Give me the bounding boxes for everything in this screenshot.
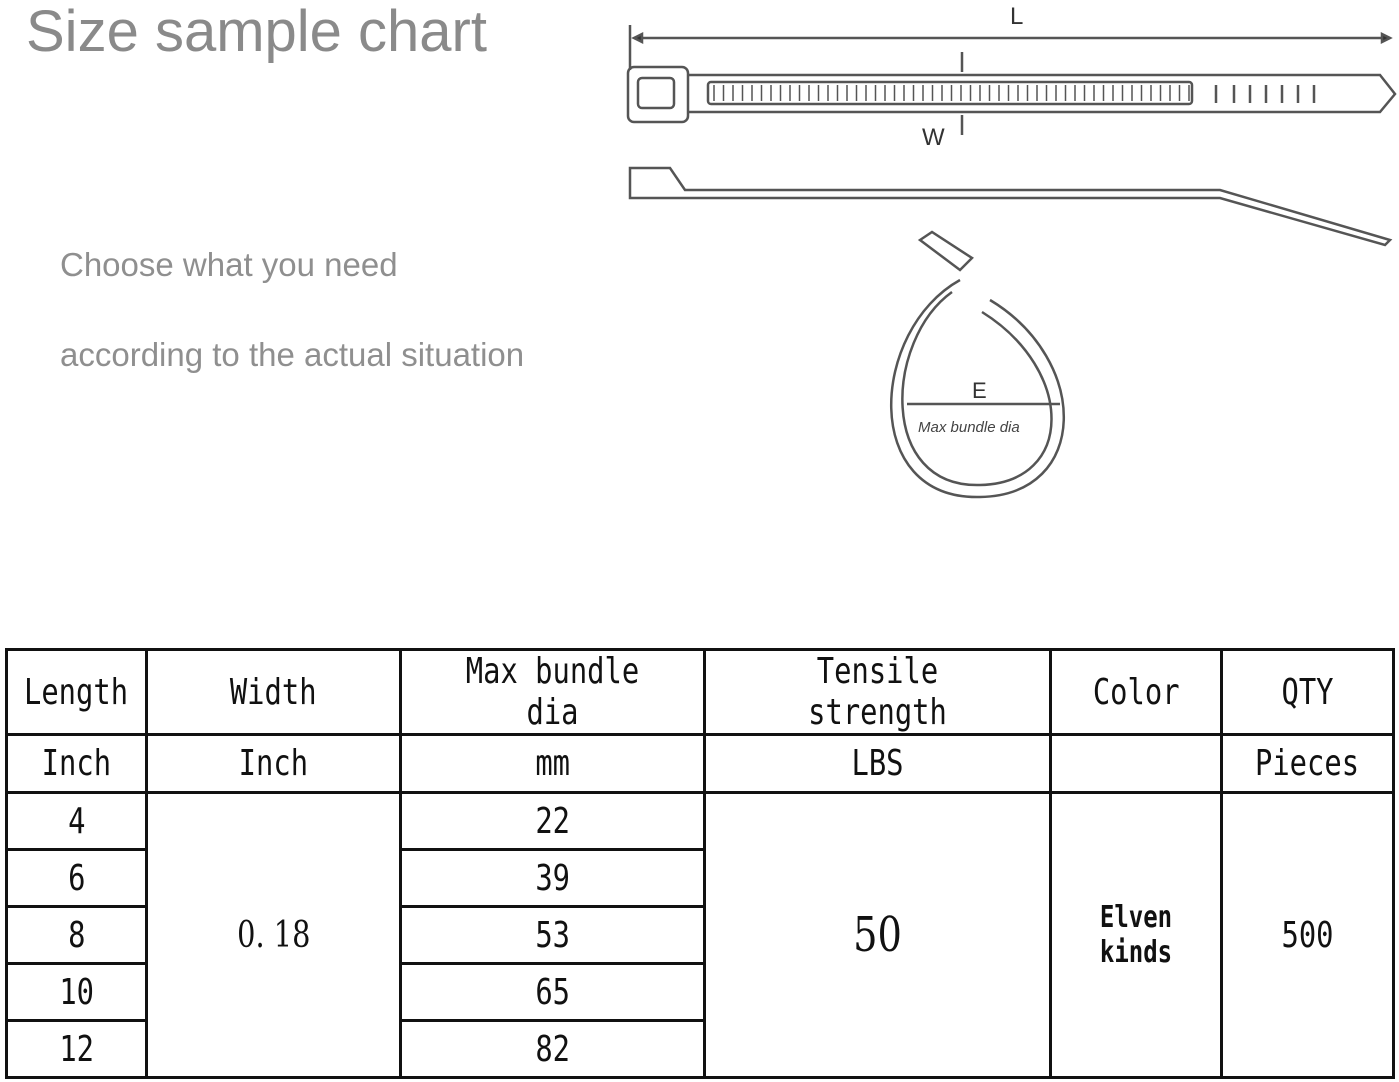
bundle-dia-cell: 53 xyxy=(535,914,570,956)
length-label: L xyxy=(1010,3,1023,30)
table-row: 8 53 xyxy=(5,905,1394,965)
header-max-bundle-dia: Max bundle dia xyxy=(465,651,640,733)
tie-top-view: W xyxy=(626,52,1397,151)
unit-length: Inch xyxy=(41,743,112,784)
header-color: Color xyxy=(1092,671,1180,713)
unit-max-bundle-dia: mm xyxy=(535,743,570,784)
qty-cell: 500 xyxy=(1281,914,1334,956)
length-cell: 12 xyxy=(59,1028,94,1070)
bundle-caption: Max bundle dia xyxy=(918,419,1020,436)
length-cell: 4 xyxy=(67,800,86,842)
color-cell: Elven kinds xyxy=(1099,900,1173,970)
units-row: Inch Inch mm LBS Pieces xyxy=(5,733,1395,794)
table-row: 12 82 xyxy=(5,1019,1394,1079)
width-cell: 0. 18 xyxy=(236,914,311,956)
header-tensile-strength: Tensile strength xyxy=(808,651,947,733)
table-row: 6 39 xyxy=(5,848,1394,908)
size-table: Length Width Max bundle dia Tensile stre… xyxy=(5,648,1395,1079)
subtitle-line-1: Choose what you need xyxy=(60,246,398,283)
length-cell: 8 xyxy=(67,914,86,956)
table-row: 4 0. 18 22 50 Elven kinds 500 xyxy=(5,791,1395,1079)
tensile-strength-cell: 50 xyxy=(853,907,902,963)
subtitle-line-2: according to the actual situation xyxy=(60,336,525,373)
cable-tie-diagram: L W E Max bundle dia xyxy=(626,3,1397,499)
header-width: Width xyxy=(230,671,317,713)
page-title: Size sample chart xyxy=(26,0,487,64)
length-cell: 6 xyxy=(67,857,86,899)
table-row: 10 65 xyxy=(5,962,1394,1022)
tie-loop-view: E Max bundle dia xyxy=(890,230,1065,499)
unit-tensile-strength: LBS xyxy=(851,743,904,784)
header-length: Length xyxy=(24,671,129,713)
bundle-dia-cell: 39 xyxy=(535,857,570,899)
header-row: Length Width Max bundle dia Tensile stre… xyxy=(5,648,1395,736)
bundle-label: E xyxy=(972,378,987,403)
length-dimension: L xyxy=(628,3,1393,70)
bundle-dia-cell: 65 xyxy=(535,971,570,1013)
bundle-dia-cell: 22 xyxy=(535,800,570,842)
length-cell: 10 xyxy=(59,971,94,1013)
bundle-dia-cell: 82 xyxy=(535,1028,570,1070)
width-label: W xyxy=(922,124,945,151)
unit-qty: Pieces xyxy=(1255,743,1360,784)
unit-width: Inch xyxy=(238,743,309,784)
tie-side-view xyxy=(628,166,1393,247)
header-qty: QTY xyxy=(1281,671,1334,713)
